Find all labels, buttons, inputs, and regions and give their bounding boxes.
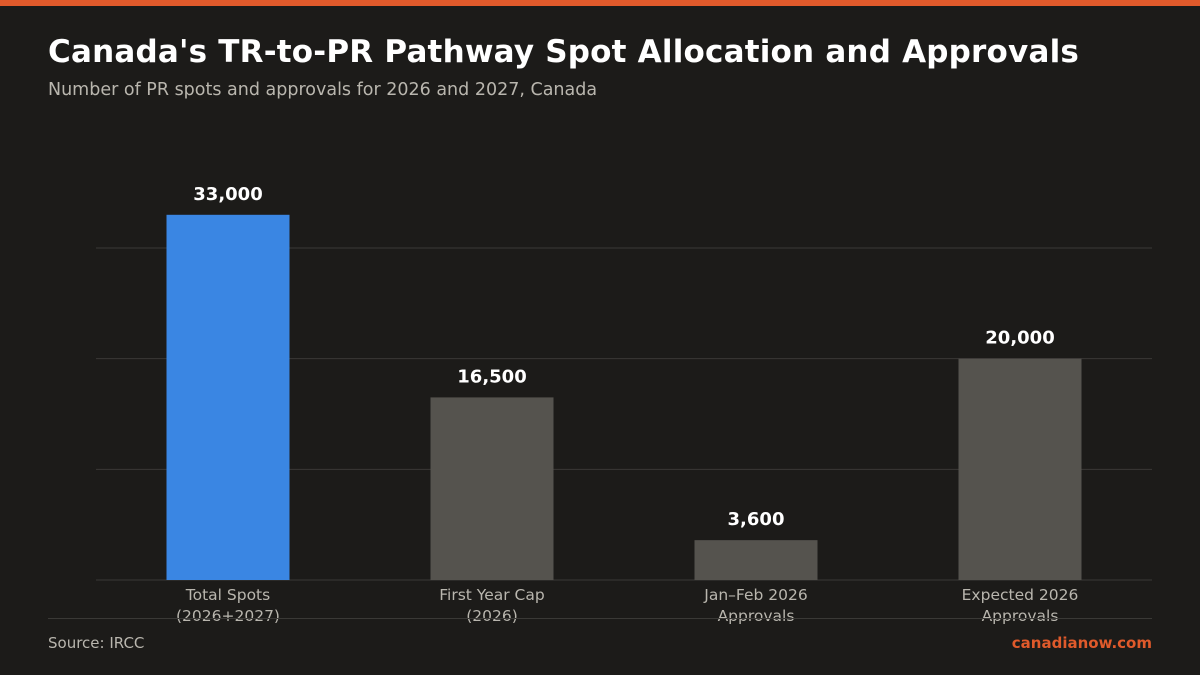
x-tick-label: Expected 2026 <box>962 586 1079 604</box>
bar <box>694 540 818 580</box>
data-label: 20,000 <box>985 328 1054 349</box>
x-tick-label: (2026) <box>466 607 518 625</box>
data-label: 16,500 <box>457 366 526 387</box>
chart-subtitle: Number of PR spots and approvals for 202… <box>48 80 598 100</box>
footer-divider <box>48 618 1152 619</box>
bar <box>166 214 290 581</box>
bar <box>958 358 1082 580</box>
bar <box>430 397 554 580</box>
source-note: Source: IRCC <box>48 634 145 652</box>
x-tick-label: Total Spots <box>185 586 270 604</box>
x-tick-label: First Year Cap <box>439 586 544 604</box>
x-tick-label: Approvals <box>718 607 795 625</box>
chart-title: Canada's TR-to-PR Pathway Spot Allocatio… <box>48 34 1080 70</box>
brand-link[interactable]: canadianow.com <box>1011 634 1152 652</box>
x-tick-label: (2026+2027) <box>176 607 280 625</box>
x-tick-label: Approvals <box>982 607 1059 625</box>
data-label: 3,600 <box>728 509 785 530</box>
accent-top-bar <box>0 0 1200 6</box>
x-tick-label: Jan–Feb 2026 <box>703 586 807 604</box>
data-label: 33,000 <box>193 184 262 205</box>
